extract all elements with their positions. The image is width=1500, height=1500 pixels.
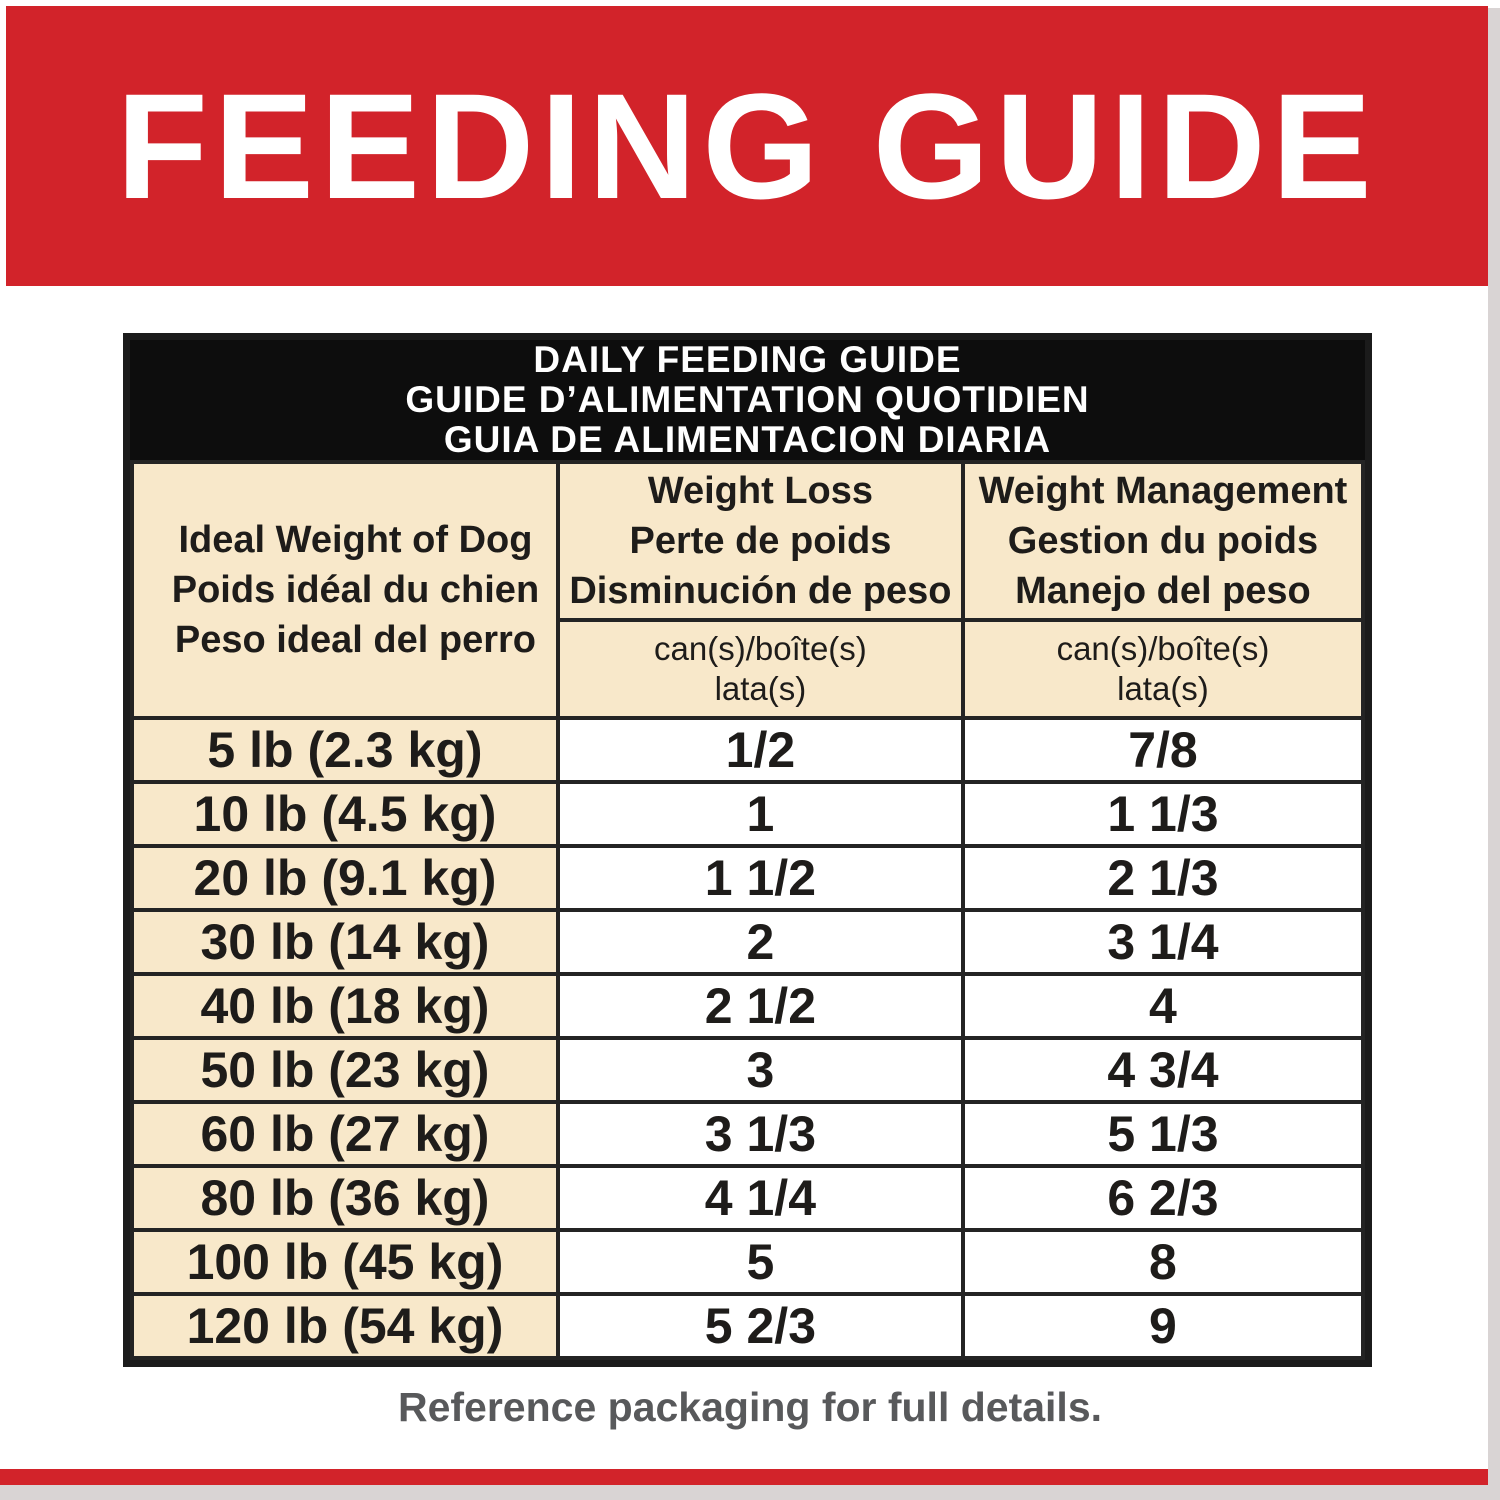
weight-management-fr: Gestion du poids [1007, 520, 1319, 562]
weight-cell: 120 lb (54 kg) [130, 1292, 560, 1360]
table-title-en: DAILY FEEDING GUIDE [533, 339, 962, 380]
weight-management-cell: 7/8 [960, 716, 1366, 784]
weight-loss-cell: 5 [555, 1228, 965, 1296]
daily-feeding-guide-table: DAILY FEEDING GUIDE GUIDE D’ALIMENTATION… [123, 333, 1372, 1367]
weight-management-units: can(s)/boîte(s) lata(s) [960, 618, 1366, 720]
bottom-red-stripe [0, 1469, 1490, 1485]
table-title-fr: GUIDE D’ALIMENTATION QUOTIDIEN [405, 379, 1090, 420]
weight-loss-en: Weight Loss [647, 470, 874, 512]
weight-management-cell: 6 2/3 [960, 1164, 1366, 1232]
weight-loss-cell: 1 1/2 [555, 844, 965, 912]
weight-loss-fr: Perte de poids [629, 520, 892, 562]
ideal-weight-en: Ideal Weight of Dog [178, 519, 533, 561]
table-row: 30 lb (14 kg) 2 3 1/4 [130, 908, 1366, 976]
table-title-es: GUIA DE ALIMENTACION DIARIA [443, 419, 1052, 460]
weight-loss-cell: 2 [555, 908, 965, 976]
weight-management-cell: 2 1/3 [960, 844, 1366, 912]
weight-loss-cell: 3 1/3 [555, 1100, 965, 1168]
weight-management-cell: 4 3/4 [960, 1036, 1366, 1104]
banner-title: FEEDING GUIDE [116, 61, 1378, 230]
ideal-weight-fr: Poids idéal du chien [171, 569, 540, 611]
footer-note: Reference packaging for full details. [397, 1384, 1103, 1430]
weight-loss-cell: 3 [555, 1036, 965, 1104]
weight-loss-cell: 4 1/4 [555, 1164, 965, 1232]
weight-cell: 30 lb (14 kg) [130, 908, 560, 976]
col-header-weight-management: Weight Management Gestion du poids Manej… [960, 460, 1366, 622]
table-row: 10 lb (4.5 kg) 1 1 1/3 [130, 780, 1366, 848]
weight-management-unit-line2: lata(s) [1117, 670, 1209, 707]
feeding-guide-banner: FEEDING GUIDE [6, 6, 1488, 286]
weight-cell: 80 lb (36 kg) [130, 1164, 560, 1232]
weight-management-cell: 4 [960, 972, 1366, 1040]
weight-management-cell: 1 1/3 [960, 780, 1366, 848]
table-row: 80 lb (36 kg) 4 1/4 6 2/3 [130, 1164, 1366, 1232]
table-row: 20 lb (9.1 kg) 1 1/2 2 1/3 [130, 844, 1366, 912]
weight-loss-cell: 5 2/3 [555, 1292, 965, 1360]
weight-management-en: Weight Management [978, 470, 1348, 512]
weight-cell: 60 lb (27 kg) [130, 1100, 560, 1168]
col-header-weight-loss: Weight Loss Perte de poids Disminución d… [555, 460, 965, 622]
weight-cell: 40 lb (18 kg) [130, 972, 560, 1040]
col-header-ideal-weight: Ideal Weight of Dog Poids idéal du chien… [130, 460, 560, 720]
weight-cell: 10 lb (4.5 kg) [130, 780, 560, 848]
weight-management-es: Manejo del peso [1015, 570, 1311, 612]
table-row: 120 lb (54 kg) 5 2/3 9 [130, 1292, 1366, 1360]
table-row: 100 lb (45 kg) 5 8 [130, 1228, 1366, 1296]
feeding-table: Ideal Weight of Dog Poids idéal du chien… [130, 460, 1366, 1360]
table-row: 5 lb (2.3 kg) 1/2 7/8 [130, 716, 1366, 784]
table-row: 50 lb (23 kg) 3 4 3/4 [130, 1036, 1366, 1104]
table-row: 60 lb (27 kg) 3 1/3 5 1/3 [130, 1100, 1366, 1168]
weight-loss-units: can(s)/boîte(s) lata(s) [555, 618, 965, 720]
units-row: can(s)/boîte(s) lata(s) can(s)/boîte(s) … [132, 618, 1366, 720]
weight-management-cell: 8 [960, 1228, 1366, 1296]
weight-loss-cell: 1 [555, 780, 965, 848]
header-row: Ideal Weight of Dog Poids idéal du chien… [130, 460, 1366, 720]
scan-edge-bottom [0, 1485, 1500, 1500]
weight-loss-unit-line2: lata(s) [714, 670, 807, 707]
table-title: DAILY FEEDING GUIDE GUIDE D’ALIMENTATION… [130, 340, 1365, 460]
weight-management-unit-line1: can(s)/boîte(s) [1056, 630, 1270, 667]
weight-cell: 5 lb (2.3 kg) [130, 716, 560, 784]
table-row: 40 lb (18 kg) 2 1/2 4 [130, 972, 1366, 1040]
weight-loss-cell: 2 1/2 [555, 972, 965, 1040]
weight-loss-unit-line1: can(s)/boîte(s) [654, 630, 867, 667]
weight-cell: 100 lb (45 kg) [130, 1228, 560, 1296]
weight-management-cell: 9 [960, 1292, 1366, 1360]
ideal-weight-es: Peso ideal del perro [174, 619, 537, 661]
weight-management-cell: 3 1/4 [960, 908, 1366, 976]
weight-cell: 50 lb (23 kg) [130, 1036, 560, 1104]
weight-loss-cell: 1/2 [555, 716, 965, 784]
weight-management-cell: 5 1/3 [960, 1100, 1366, 1168]
scan-edge-right [1488, 8, 1500, 1500]
weight-loss-es: Disminución de peso [569, 570, 952, 612]
weight-cell: 20 lb (9.1 kg) [130, 844, 560, 912]
